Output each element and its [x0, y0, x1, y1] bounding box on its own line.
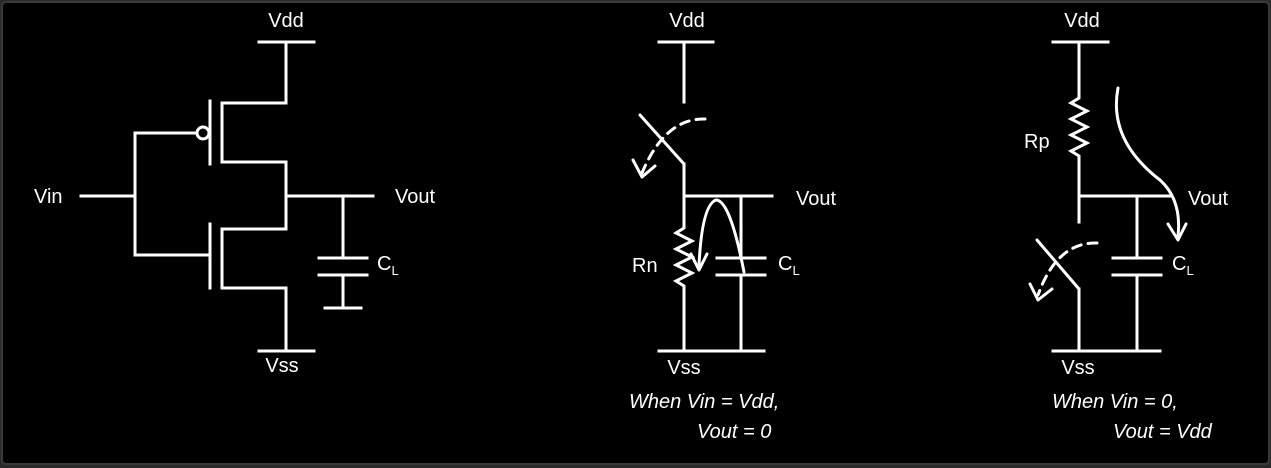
pmos-transistor: [133, 40, 288, 257]
discharge-current-arrow: [697, 198, 746, 274]
cl-label-1: CL: [377, 253, 399, 278]
caption-3-line2: Vout = Vdd: [1113, 421, 1213, 443]
charge-current-arrowhead: [1166, 222, 1188, 242]
load-capacitor-3: [1111, 194, 1163, 352]
vout-label-1: Vout: [395, 186, 435, 208]
cl-label-2: CL: [778, 253, 800, 278]
load-capacitor-1: [317, 194, 369, 310]
rp-resistor: [1067, 40, 1091, 198]
vss-label-2: Vss: [667, 357, 700, 379]
vout-label-3: Vout: [1188, 188, 1228, 210]
switch-motion-arc-3: [1036, 241, 1099, 297]
pmos-gate-bubble: [195, 125, 211, 141]
rn-label: Rn: [632, 255, 658, 277]
caption-2-line1: When Vin = Vdd,: [629, 391, 779, 413]
rp-label: Rp: [1024, 131, 1050, 153]
switch-motion-arrowhead-3: [1028, 282, 1054, 302]
vdd-label-1: Vdd: [268, 10, 304, 32]
cl-label-3: CL: [1172, 253, 1194, 278]
caption-3-line1: When Vin = 0,: [1052, 391, 1178, 413]
charge-current-arrow: [1114, 86, 1181, 238]
vin-label: Vin: [34, 186, 63, 208]
caption-2-line2: Vout = 0: [697, 421, 771, 443]
nmos-open-switch: [1035, 238, 1081, 291]
vss-label-1: Vss: [265, 355, 298, 377]
vout-label-2: Vout: [796, 188, 836, 210]
nmos-transistor: [208, 194, 288, 352]
cmos-inverter-circuit: Vdd Vin Vout CL Vss: [34, 10, 435, 377]
pullup-circuit: Vdd Rp Vout CL Vss When Vin = 0, Vout = …: [1024, 10, 1228, 443]
vss-label-3: Vss: [1061, 357, 1094, 379]
vdd-label-3: Vdd: [1064, 10, 1100, 32]
switch-motion-arrowhead-2: [631, 158, 657, 179]
vdd-label-2: Vdd: [669, 10, 705, 32]
pulldown-circuit: Vdd Vout Rn CL Vss When Vin = Vdd, Vout …: [629, 10, 836, 443]
discharge-current-arrowhead: [689, 252, 709, 272]
switch-motion-arc-2: [640, 117, 707, 175]
load-capacitor-2: [715, 194, 767, 352]
